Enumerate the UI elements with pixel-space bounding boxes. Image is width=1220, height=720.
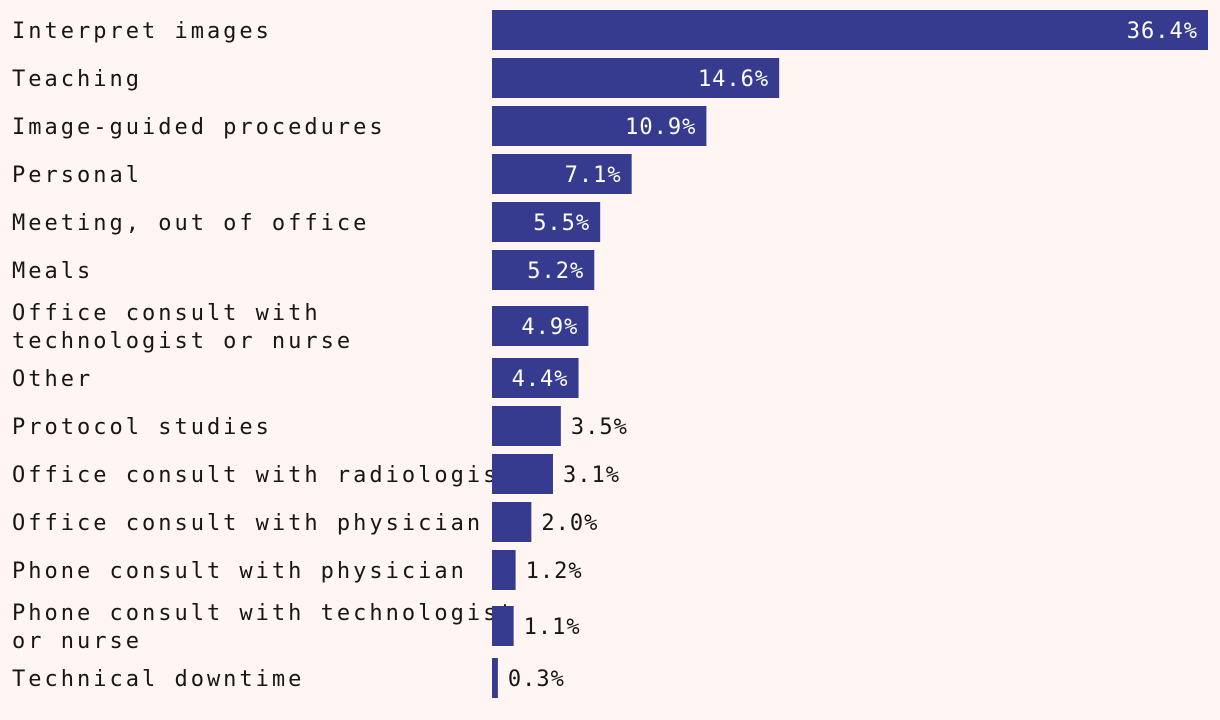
bars (492, 10, 1208, 698)
value-label: 4.9% (521, 315, 578, 340)
category-label: Office consult with technologist or nurse (12, 301, 353, 354)
category-label: Phone consult with physician (12, 559, 467, 584)
value-label: 5.5% (533, 211, 590, 236)
value-label: 14.6% (698, 67, 769, 92)
category-label: Technical downtime (12, 667, 304, 692)
value-label: 7.1% (565, 163, 622, 188)
category-label: Protocol studies (12, 415, 272, 440)
category-label: Meals (12, 259, 93, 284)
value-labels: 36.4% 14.6%10.9%7.1% 5.5% 5.2% 4.9% 4.4%3.5% 3… (508, 19, 1198, 692)
bar (492, 202, 601, 242)
category-label: Office consult with radiologist (12, 463, 516, 488)
bar (492, 106, 707, 146)
bar (492, 306, 589, 346)
category-label: Personal (12, 163, 142, 188)
bar (492, 406, 561, 446)
category-label: Teaching (12, 67, 142, 92)
bar (492, 154, 632, 194)
value-label: 1.2% (526, 559, 583, 584)
bar (492, 454, 553, 494)
bar (492, 10, 1208, 50)
category-label: Office consult with physician (12, 511, 483, 536)
category-label: Meeting, out of office (12, 211, 369, 236)
value-label: 3.5% (571, 415, 628, 440)
bar (492, 550, 516, 590)
value-label: 5.2% (527, 259, 584, 284)
bar (492, 502, 532, 542)
bar (492, 250, 595, 290)
value-label: 2.0% (541, 511, 598, 536)
value-label: 4.4% (512, 367, 569, 392)
category-labels: Interpret images Teaching Image-guided pro… (12, 19, 516, 692)
category-label: Interpret images (12, 19, 272, 44)
value-label: 36.4% (1127, 19, 1198, 44)
value-label: 3.1% (563, 463, 620, 488)
category-label: Other (12, 367, 93, 392)
category-label: Image-guided procedures (12, 115, 386, 140)
bar (492, 358, 579, 398)
value-label: 10.9% (625, 115, 696, 140)
value-label: 0.3% (508, 667, 565, 692)
bar (492, 606, 514, 646)
bar (492, 658, 498, 698)
bar (492, 58, 780, 98)
value-label: 1.1% (524, 615, 581, 640)
category-label: Phone consult with technologist or nurse (12, 601, 516, 654)
